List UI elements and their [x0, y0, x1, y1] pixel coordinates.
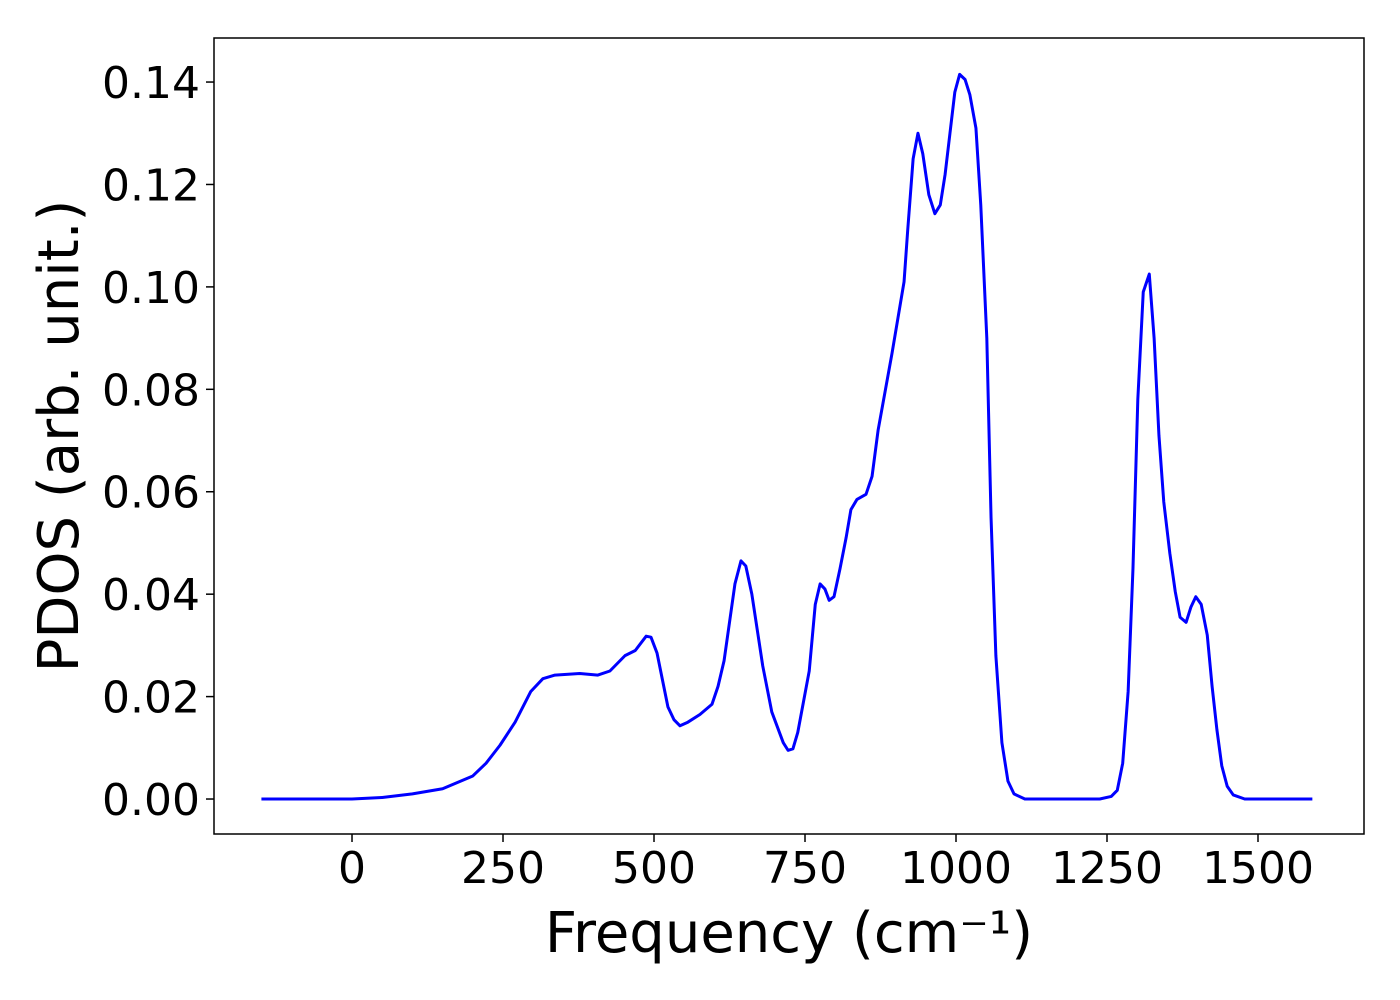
y-tick-label: 0.12 [102, 160, 200, 211]
y-tick-label: 0.14 [102, 58, 200, 109]
y-tick-label: 0.02 [102, 673, 200, 724]
x-tick-label: 500 [612, 843, 696, 894]
y-tick-label: 0.10 [102, 263, 200, 314]
x-axis-label: Frequency (cm⁻¹) [545, 901, 1033, 966]
x-tick-label: 1500 [1202, 843, 1314, 894]
y-tick-label: 0.04 [102, 570, 200, 621]
y-tick-label: 0.06 [102, 468, 200, 519]
y-tick-label: 0.08 [102, 365, 200, 416]
plot-frame [213, 37, 1365, 835]
x-tick-label: 250 [461, 843, 545, 894]
y-axis-label: PDOS (arb. unit.) [27, 200, 92, 673]
x-tick-label: 1250 [1051, 843, 1163, 894]
x-tick-label: 750 [763, 843, 847, 894]
x-tick-label: 0 [338, 843, 366, 894]
y-tick-label: 0.00 [102, 775, 200, 826]
data-line [261, 72, 1313, 801]
x-tick-label: 1000 [900, 843, 1012, 894]
